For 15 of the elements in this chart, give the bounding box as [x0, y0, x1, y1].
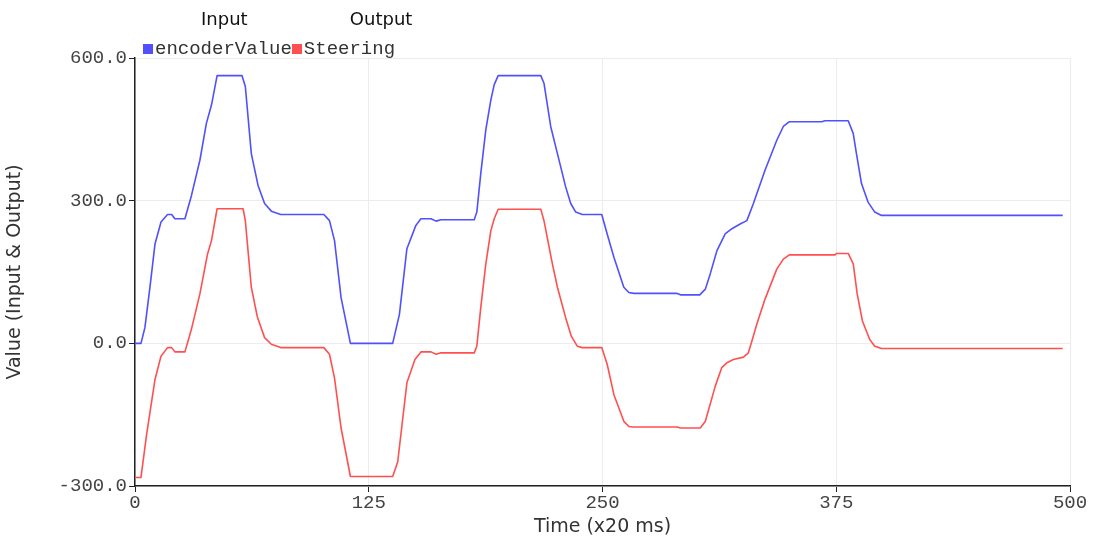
x-tick-label: 250 [585, 492, 620, 515]
x-tick-label: 125 [351, 492, 386, 515]
legend-label: Steering [303, 38, 396, 60]
y-axis-title: Value (Input & Output) [2, 164, 25, 380]
y-tick-label: 600.0 [69, 47, 127, 70]
legend-label: encoderValue [155, 38, 292, 60]
x-tick-label: 375 [819, 492, 854, 515]
y-tick-label: -300.0 [58, 475, 127, 498]
y-tick-label: 300.0 [69, 189, 127, 212]
x-tick-label: 500 [1052, 492, 1088, 515]
x-axis-title: Time (x20 ms) [532, 513, 672, 536]
y-tick-label: 0.0 [92, 332, 127, 355]
text: Output [349, 8, 413, 29]
text: Input [201, 8, 248, 29]
x-tick-label: 0 [129, 492, 141, 515]
